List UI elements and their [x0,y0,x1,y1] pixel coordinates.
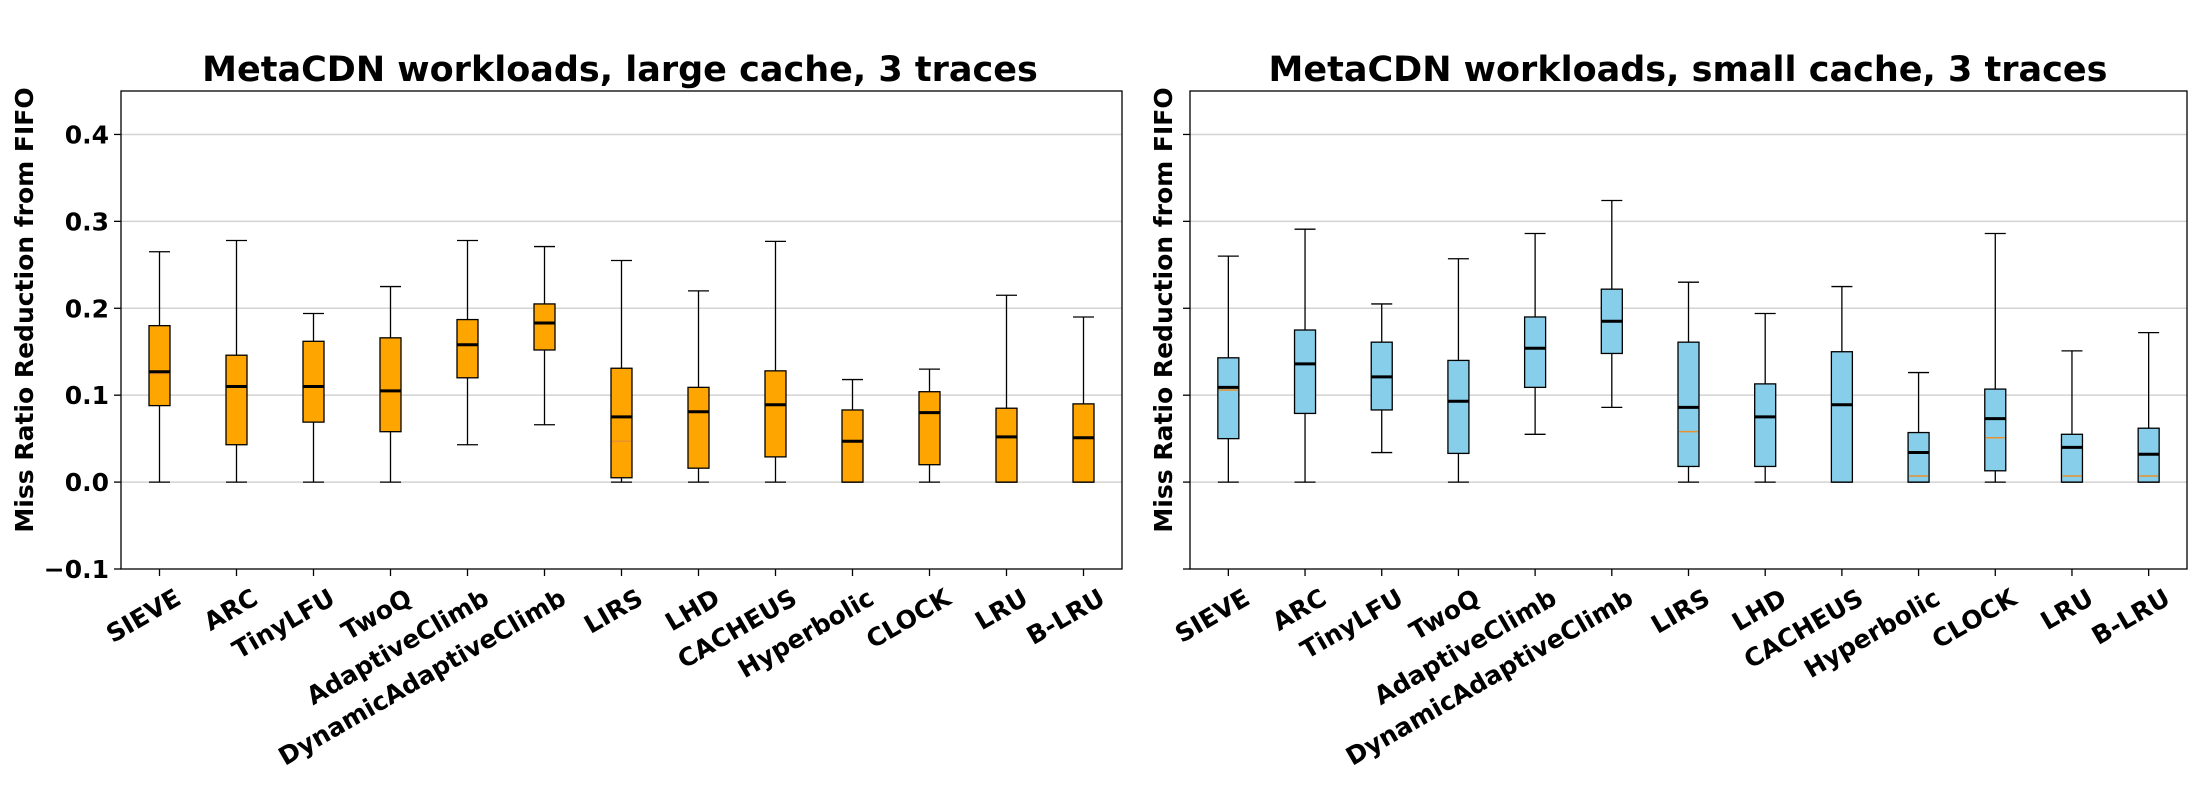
right-box-cacheus [1830,285,1854,483]
right-grid [1190,133,2187,483]
box-body [456,318,479,379]
right-box-lru [2060,350,2084,483]
right-box-tinylfu [1370,303,1393,454]
box-body [1293,329,1317,415]
right-box-b-lru [2137,331,2160,483]
left-boxes [148,239,1095,483]
right-boxes [1217,199,2160,483]
left-y-tick-label: 0.4 [65,120,109,149]
right-y-axis-label: Miss Ratio Reduction from FIFO [1149,87,1178,532]
right-y-ticks [1183,133,1190,570]
left-box-b-lru [1072,316,1095,483]
right-box-twoq [1447,258,1470,483]
box-body [302,340,325,423]
right-box-clock [1984,232,2007,483]
right-chart-title: MetaCDN workloads, small cache, 3 traces [1269,50,2108,90]
left-box-sieve [148,251,171,483]
left-box-tinylfu [302,312,325,483]
right-box-arc [1293,228,1317,483]
right-box-lhd [1754,312,1777,483]
left-y-tick-label: 0.3 [65,207,109,236]
left-box-hyperbolic [841,378,864,483]
right-box-dynamicadaptiveclimb [1600,199,1623,408]
right-box-hyperbolic [1907,371,1930,483]
box-body [1447,359,1470,455]
box-body [687,386,710,469]
left-box-clock [918,368,941,483]
right-box-sieve [1217,255,1240,483]
box-body [610,367,633,479]
left-box-arc [225,239,248,483]
box-body [995,407,1018,483]
left-box-adaptiveclimb [456,239,479,446]
box-body [2060,433,2084,483]
box-body [1907,431,1930,483]
box-body [148,325,171,407]
left-y-tick-label: −0.1 [44,555,109,584]
left-box-lirs [610,259,633,483]
left-box-lhd [687,290,710,483]
left-y-axis-label: Miss Ratio Reduction from FIFO [10,87,39,532]
box-body [1523,316,1547,389]
box-body [1072,403,1095,483]
box-body [533,303,556,351]
box-body [1217,357,1240,440]
left-y-tick-label: 0.1 [65,381,109,410]
right-box-lirs [1677,281,1700,483]
box-body [225,354,248,446]
box-body [1984,388,2007,472]
left-box-lru [995,294,1018,483]
left-box-dynamicadaptiveclimb [533,245,556,426]
left-y-ticks: −0.1 0.0 0.1 0.2 0.3 0.4 [44,120,121,584]
box-body [841,409,864,483]
box-body [764,370,787,458]
left-grid [121,133,1122,483]
left-chart-title: MetaCDN workloads, large cache, 3 traces [202,50,1038,90]
box-body [1754,383,1777,468]
box-body [918,391,941,466]
box-body [1830,351,1854,483]
box-body [1677,341,1700,468]
box-body [379,337,402,433]
left-box-twoq [379,285,402,483]
left-box-cacheus [764,240,787,483]
left-y-tick-label: 0.2 [65,294,109,323]
right-box-adaptiveclimb [1523,232,1547,435]
left-y-tick-label: 0.0 [65,468,109,497]
